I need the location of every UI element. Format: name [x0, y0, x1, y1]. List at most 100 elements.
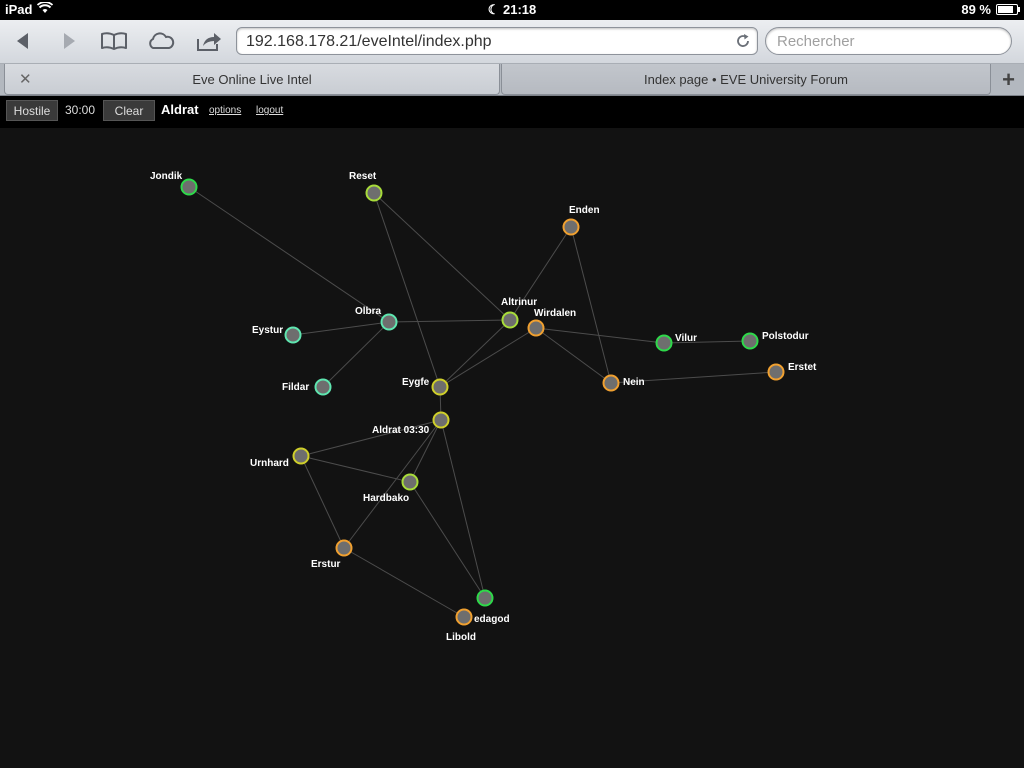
system-marker[interactable] — [432, 411, 450, 429]
system-marker[interactable] — [655, 334, 673, 352]
system-node-erstur[interactable]: Erstur — [311, 539, 353, 571]
system-marker[interactable] — [401, 473, 419, 491]
jump-link-wirdalen-nein — [535, 327, 612, 384]
address-bar[interactable]: 192.168.178.21/eveIntel/index.php — [236, 27, 758, 55]
tab-eve-university[interactable]: Index page • EVE University Forum — [501, 64, 991, 95]
system-label: Eystur — [252, 325, 283, 336]
system-node-eygfe[interactable]: Eygfe — [402, 377, 449, 396]
forward-icon[interactable] — [52, 26, 86, 56]
system-marker[interactable] — [335, 539, 353, 557]
jump-link-vilur-polstodur — [663, 340, 751, 344]
system-node-erstet[interactable]: Erstet — [767, 362, 818, 381]
search-bar[interactable] — [765, 27, 1012, 55]
system-marker[interactable] — [501, 311, 519, 329]
logout-link[interactable]: logout — [256, 105, 284, 116]
system-label: Wirdalen — [534, 308, 576, 319]
system-label: Urnhard — [250, 458, 289, 469]
system-label: Enden — [569, 205, 600, 216]
jump-link-aldrat-erstur — [343, 419, 442, 549]
system-marker[interactable] — [602, 374, 620, 392]
options-link[interactable]: options — [209, 105, 242, 116]
jump-link-wirdalen-vilur — [535, 327, 665, 344]
jump-link-urnhard-erstur — [300, 455, 345, 549]
icloud-icon[interactable] — [144, 26, 178, 56]
new-tab-icon[interactable]: + — [1002, 66, 1015, 92]
system-label: Erstet — [788, 362, 817, 373]
system-node-reset[interactable]: Reset — [349, 171, 383, 202]
system-node-urnhard[interactable]: Urnhard — [250, 447, 310, 470]
system-node-fildar[interactable]: Fildar — [282, 378, 332, 396]
system-marker[interactable] — [455, 608, 473, 626]
hostile-button[interactable]: Hostile — [6, 100, 58, 121]
battery-icon — [996, 4, 1020, 15]
system-node-nein[interactable]: Nein — [602, 374, 645, 392]
tab-label: Eve Online Live Intel — [192, 71, 312, 87]
system-marker[interactable] — [314, 378, 332, 396]
system-node-hardbako[interactable]: Hardbako — [363, 473, 419, 505]
system-marker[interactable] — [527, 319, 545, 337]
app-bar: Hostile 30:00 Clear Aldrat options logou… — [0, 96, 1024, 128]
jump-link-nein-erstet — [610, 371, 777, 384]
wifi-icon — [37, 1, 54, 17]
system-node-polstodur[interactable]: Polstodur — [741, 331, 809, 350]
jump-link-hardbako-edagod — [409, 481, 486, 599]
system-marker[interactable] — [767, 363, 785, 381]
system-label: Altrinur — [501, 297, 537, 308]
system-label: edagod — [474, 614, 510, 625]
system-label: Reset — [349, 171, 377, 182]
jump-link-altrinur-eygfe — [439, 319, 511, 388]
system-marker[interactable] — [476, 589, 494, 607]
system-label: Hardbako — [363, 493, 409, 504]
user-name: Aldrat — [161, 102, 199, 117]
jump-link-olbra-fildar — [322, 321, 390, 388]
bookmarks-icon[interactable] — [97, 26, 131, 56]
jump-link-wirdalen-eygfe — [439, 327, 537, 388]
system-label: Erstur — [311, 559, 341, 570]
system-label: Aldrat 03:30 — [372, 425, 430, 436]
jump-link-urnhard-hardbako — [300, 455, 411, 483]
battery-percent: 89 % — [961, 2, 991, 17]
system-label: Eygfe — [402, 377, 430, 388]
system-node-vilur[interactable]: Vilur — [655, 333, 698, 352]
jump-link-aldrat-hardbako — [409, 419, 442, 483]
jump-link-altrinur-enden — [509, 226, 572, 321]
system-node-edagod[interactable]: edagod — [474, 589, 510, 626]
system-node-jondik[interactable]: Jondik — [150, 171, 198, 196]
system-marker[interactable] — [431, 378, 449, 396]
tab-bar: ✕ Eve Online Live Intel Index page • EVE… — [0, 64, 1024, 96]
system-marker[interactable] — [284, 326, 302, 344]
jump-link-enden-nein — [570, 226, 612, 384]
system-node-wirdalen[interactable]: Wirdalen — [527, 308, 577, 337]
jump-link-reset-eygfe — [373, 192, 441, 388]
system-marker[interactable] — [180, 178, 198, 196]
system-label: Libold — [446, 632, 476, 643]
system-marker[interactable] — [562, 218, 580, 236]
system-node-libold[interactable]: Libold — [446, 608, 476, 644]
close-tab-icon[interactable]: ✕ — [19, 71, 32, 88]
system-label: Polstodur — [762, 331, 809, 342]
system-node-olbra[interactable]: Olbra — [355, 306, 398, 331]
share-icon[interactable] — [192, 26, 226, 56]
reload-icon[interactable] — [735, 33, 751, 54]
device-label: iPad — [5, 2, 33, 17]
clear-button[interactable]: Clear — [103, 100, 155, 121]
jump-link-olbra-eystur — [292, 321, 390, 336]
system-node-altrinur[interactable]: Altrinur — [501, 297, 537, 329]
status-bar: iPad ☾ 21:18 89 % — [0, 0, 1024, 20]
system-node-aldrat[interactable]: Aldrat 03:30 — [372, 411, 450, 437]
system-label: Fildar — [282, 382, 309, 393]
system-marker[interactable] — [741, 332, 759, 350]
system-marker[interactable] — [365, 184, 383, 202]
jump-link-olbra-altrinur — [388, 319, 511, 323]
timer: 30:00 — [65, 103, 96, 117]
system-marker[interactable] — [292, 447, 310, 465]
back-icon[interactable] — [6, 26, 40, 56]
jump-link-erstur-libold — [343, 547, 465, 618]
moon-icon: ☾ — [487, 2, 500, 17]
system-marker[interactable] — [380, 313, 398, 331]
system-node-eystur[interactable]: Eystur — [252, 325, 302, 344]
search-input[interactable] — [777, 33, 997, 50]
tab-eve-intel[interactable]: ✕ Eve Online Live Intel — [4, 64, 500, 95]
system-node-enden[interactable]: Enden — [562, 205, 600, 236]
